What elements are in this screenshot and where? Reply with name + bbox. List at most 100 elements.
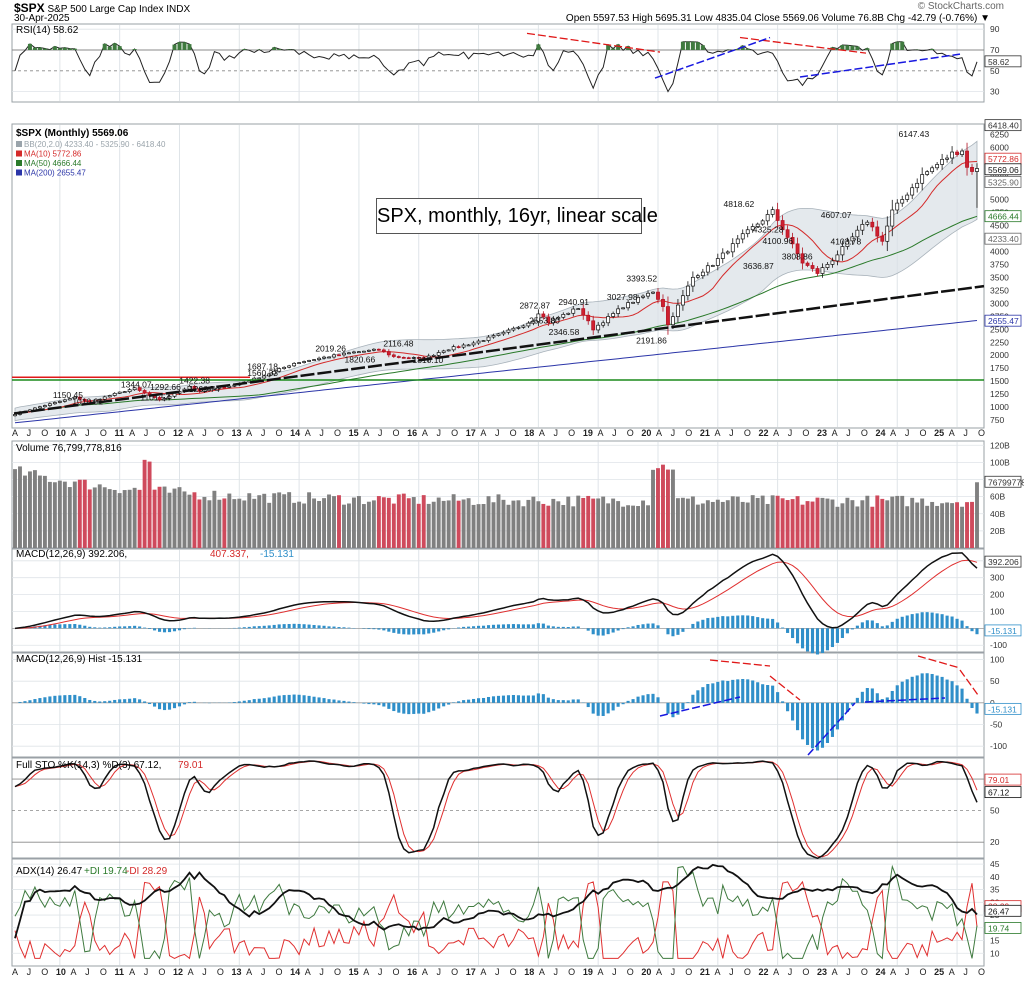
x-axis-label: A	[539, 967, 545, 977]
volume-bar	[337, 495, 341, 548]
x-axis-label: O	[685, 428, 692, 438]
x-axis-label: 12	[173, 967, 183, 977]
hist-bar	[486, 696, 491, 703]
macd-hist-bar	[626, 627, 630, 629]
rsi-overbought-fill	[840, 45, 845, 50]
macd-hist-bar	[377, 628, 381, 630]
hist-bar	[631, 699, 635, 703]
hist-bar	[611, 702, 615, 711]
x-axis-label: 19	[583, 967, 593, 977]
macd-hist-bar	[462, 626, 466, 629]
rsi-overbought-fill	[895, 41, 900, 50]
price-label: 3027.98	[607, 292, 638, 302]
x-axis-label: 13	[232, 967, 242, 977]
hist-bar	[133, 698, 137, 703]
candle-body	[885, 225, 890, 242]
volume-bar	[551, 498, 556, 548]
x-axis-label: 20	[641, 428, 651, 438]
candle-body	[536, 313, 541, 322]
macd-hist-bar	[576, 626, 580, 629]
macd-hist-bar	[636, 624, 640, 629]
volume-bar	[87, 489, 92, 548]
candle-body	[566, 312, 571, 315]
macd-hist-bar	[267, 625, 271, 629]
candle-body	[67, 398, 72, 401]
x-axis-label: 24	[876, 967, 886, 977]
candle-body	[745, 229, 750, 235]
price-label: 2191.86	[636, 335, 667, 345]
x-axis-label: A	[480, 428, 486, 438]
hist-bar	[43, 697, 47, 703]
hist-bar	[701, 687, 705, 703]
hist-bar	[766, 685, 770, 703]
rsi-overbought-fill	[845, 45, 850, 50]
legend-swatch	[16, 160, 22, 166]
volume-bar	[446, 500, 451, 548]
x-axis-label: A	[246, 428, 252, 438]
candle-body	[257, 377, 262, 380]
axis-tick-price: 1500	[990, 376, 1009, 386]
candle-body	[366, 349, 371, 352]
price-label: 1810.10	[413, 355, 444, 365]
volume-bar	[102, 487, 107, 548]
volume-bar	[501, 499, 506, 548]
x-axis-label: A	[656, 428, 662, 438]
hist-bar	[392, 702, 396, 712]
volume-bar	[187, 494, 192, 548]
hist-bar	[138, 699, 142, 703]
x-axis-label: 14	[290, 428, 300, 438]
bollinger-band	[14, 140, 978, 422]
x-axis-label: A	[188, 428, 194, 438]
hist-bar	[232, 702, 236, 703]
candle-body	[82, 398, 87, 401]
axis-tick-price: 1000	[990, 402, 1009, 412]
macd-hist-bar	[860, 622, 864, 629]
axis-tick-macd: 300	[990, 573, 1004, 583]
macd-hist-bar	[68, 624, 72, 629]
volume-bar	[536, 501, 541, 548]
x-axis-label: 16	[407, 967, 417, 977]
macd-hist-bar	[78, 624, 82, 629]
adx-tag-box	[984, 904, 1022, 917]
macd-hist-bar	[596, 628, 600, 636]
macd-hist-bar	[297, 623, 301, 629]
x-axis-label: J	[319, 428, 324, 438]
volume-bar	[805, 501, 810, 548]
volume-bar	[52, 482, 57, 548]
candle-body	[77, 396, 82, 400]
hist-bar	[621, 702, 625, 705]
volume-bar	[825, 498, 830, 548]
hist-bar	[337, 700, 341, 703]
macd-hist-bar	[845, 628, 849, 634]
hist-bar	[123, 699, 127, 703]
macd-hist-bar	[287, 624, 291, 629]
sto-k-line	[14, 760, 978, 860]
candle-body	[830, 260, 835, 265]
volume-bar	[920, 498, 925, 548]
macd-hist-bar	[526, 624, 530, 629]
volume-bar	[177, 487, 182, 548]
volume-bar	[705, 500, 710, 548]
volume-bar	[960, 506, 964, 548]
macd-hist-bar	[781, 627, 785, 629]
macd-hist-bar	[746, 615, 750, 629]
x-axis-label: 14	[290, 967, 300, 977]
hist-bar	[726, 680, 730, 703]
axis-tick-hist: 0	[990, 698, 995, 708]
hist-bar	[242, 700, 246, 703]
macd-hist-bar	[915, 613, 919, 629]
volume-bar	[865, 495, 870, 548]
hist-bar	[272, 696, 276, 703]
candle-body	[122, 391, 127, 393]
volume-bar	[855, 506, 860, 548]
rsi-overbought-fill	[277, 49, 282, 50]
hist-bar	[172, 702, 177, 709]
hist-bar	[437, 702, 441, 709]
volume-bar	[755, 497, 760, 548]
macd-hist-bar	[820, 628, 825, 653]
volume-bar	[586, 495, 591, 548]
candle-body	[676, 304, 680, 318]
x-axis-label: J	[963, 967, 968, 977]
macd-hist-bar	[701, 619, 705, 629]
price-label: 1687.18	[247, 361, 278, 371]
